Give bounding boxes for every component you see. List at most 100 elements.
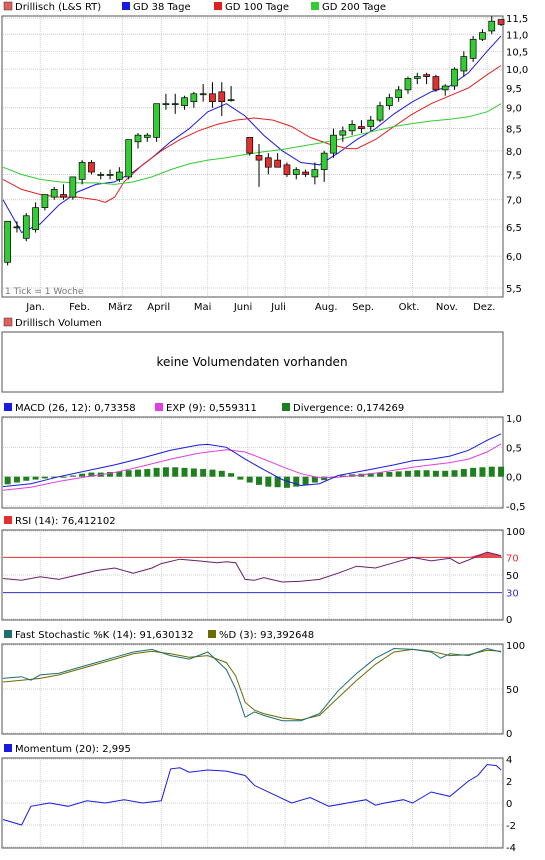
candle-up <box>4 220 12 263</box>
candle-up <box>22 215 30 239</box>
legend-swatch <box>155 403 163 411</box>
divergence-bar <box>414 470 421 477</box>
price-legend: Drillisch (L&S RT) GD 38 Tage GD 100 Tag… <box>3 1 386 13</box>
stochastic-grid <box>3 644 502 734</box>
stochastic-y-axis: 100 50 0 <box>506 641 525 740</box>
legend-swatch <box>4 630 12 638</box>
candle-up <box>97 174 105 176</box>
line-gd-200-tage <box>2 103 502 185</box>
macd-frame <box>1 416 504 509</box>
legend-swatch <box>3 1 13 11</box>
y-tick-label: 9,0 <box>506 104 522 115</box>
line-gd-100-tage <box>2 65 502 203</box>
stochastic-panel: Fast Stochastic %K (14): 91,630132 %D (3… <box>1 630 525 740</box>
candle-up <box>367 119 375 127</box>
divergence-bar <box>13 476 20 483</box>
y-tick-label: 10,0 <box>506 65 528 76</box>
rsi-frame <box>1 529 504 621</box>
divergence-bar <box>60 476 67 478</box>
candle-up <box>50 189 58 198</box>
legend-label: %D (3): 93,392648 <box>219 630 314 641</box>
x-tick-label: März <box>108 302 132 313</box>
candle-up <box>116 171 123 180</box>
divergence-bar <box>488 466 495 477</box>
divergence-bar <box>256 476 263 485</box>
candle-up <box>311 169 319 178</box>
candle-up <box>292 169 300 175</box>
candle-down <box>209 93 216 103</box>
divergence-bar <box>88 472 95 477</box>
rsi-panel: RSI (14): 76,412102 100 70 50 30 0 <box>1 516 525 626</box>
candle-down <box>302 171 309 175</box>
divergence-bar <box>237 476 244 480</box>
legend-label: Drillisch (L&S RT) <box>15 2 101 13</box>
candle-down <box>60 194 67 198</box>
y-tick-label: 50 <box>506 571 519 582</box>
candle-up <box>181 97 188 107</box>
x-tick-label: Feb. <box>69 302 90 313</box>
candle-down <box>246 137 254 154</box>
legend-label: GD 200 Tage <box>322 2 386 13</box>
candle-down <box>264 157 272 168</box>
divergence-bar <box>498 466 505 477</box>
y-tick-label: 100 <box>506 527 525 538</box>
y-tick-label: 10,5 <box>506 47 528 58</box>
candle-up <box>376 105 384 121</box>
volume-panel: Drillisch Volumen keine Volumendaten vor… <box>1 317 504 393</box>
divergence-bar <box>302 476 309 485</box>
divergence-bar <box>367 473 374 477</box>
volume-message: keine Volumendaten vorhanden <box>156 355 347 369</box>
candle-up <box>106 174 114 176</box>
candle-up <box>32 207 39 231</box>
y-tick-label: 8,0 <box>506 147 522 158</box>
divergence-bar <box>451 470 458 477</box>
divergence-bar <box>116 471 123 477</box>
candle-down <box>283 164 291 175</box>
price-frame <box>1 15 504 298</box>
y-tick-label: -2 <box>506 821 516 832</box>
candle-up <box>404 78 412 91</box>
legend-label: EXP (9): 0,559311 <box>166 403 257 414</box>
stochastic-series <box>2 647 502 722</box>
candle-down <box>358 126 365 130</box>
candle-down <box>274 159 281 168</box>
divergence-bar <box>200 469 207 477</box>
divergence-bar <box>32 476 39 480</box>
candle-up <box>199 93 207 96</box>
divergence-bar <box>228 473 235 477</box>
y-tick-label: 6,5 <box>506 223 522 234</box>
legend-label: Drillisch Volumen <box>15 318 102 329</box>
divergence-bar <box>404 470 411 477</box>
legend-swatch <box>311 2 319 10</box>
divergence-bar <box>190 468 197 477</box>
legend-swatch <box>4 403 12 411</box>
divergence-bar <box>432 470 439 477</box>
legend-label: GD 38 Tage <box>133 2 191 13</box>
divergence-bar <box>69 475 76 477</box>
y-tick-label: 7,5 <box>506 170 522 181</box>
divergence-bar <box>246 476 253 483</box>
rsi-y-axis: 100 70 50 30 0 <box>506 527 525 626</box>
volume-frame <box>1 331 504 393</box>
divergence-bar <box>209 469 216 477</box>
divergence-bar <box>293 476 300 487</box>
x-tick-label: Dez. <box>473 302 495 313</box>
divergence-bar <box>41 476 48 479</box>
divergence-bar <box>386 471 393 477</box>
y-tick-label: -0,5 <box>506 502 526 513</box>
price-y-axis: 11,5 11,0 10,5 10,0 9,5 9,0 8,5 8,0 7,5 7,0 6,5 6,0… <box>506 14 528 295</box>
legend-label: Momentum (20): 2,995 <box>15 744 131 755</box>
moving-average-lines <box>2 35 502 234</box>
candle-up <box>339 130 347 136</box>
price-panel: Drillisch (L&S RT) GD 38 Tage GD 100 Tag… <box>1 1 528 313</box>
candle-up <box>162 103 170 106</box>
divergence-bar <box>470 467 477 477</box>
macd-y-axis: 1,0 0,5 0,0 -0,5 <box>506 414 526 513</box>
legend-label: Divergence: 0,174269 <box>293 403 404 414</box>
legend-swatch <box>122 2 130 10</box>
legend-label: MACD (26, 12): 0,73358 <box>15 403 136 414</box>
y-tick-label: 100 <box>506 641 525 652</box>
divergence-bar <box>377 472 384 477</box>
